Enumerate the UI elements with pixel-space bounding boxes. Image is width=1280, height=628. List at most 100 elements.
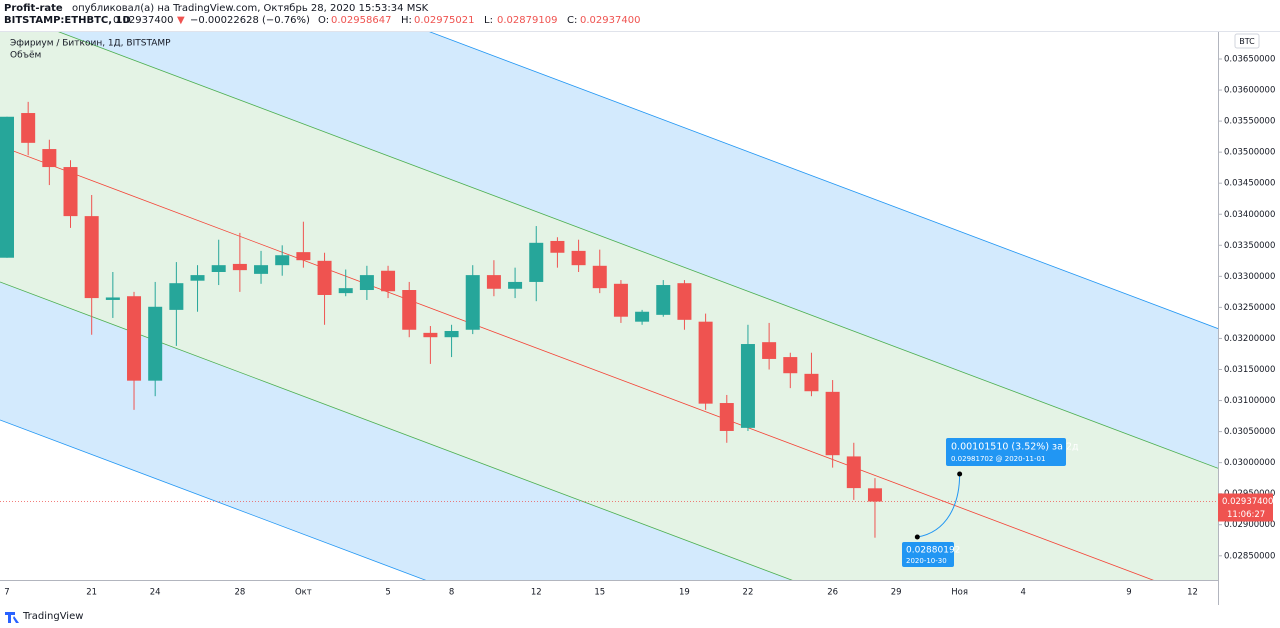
candle-body xyxy=(381,270,396,292)
last-price-box xyxy=(1218,493,1273,522)
y-tick-label: 0.02850000 xyxy=(1224,551,1275,561)
measure-start-date: 2020-10-30 xyxy=(906,557,947,565)
candle-body xyxy=(677,283,692,320)
y-tick-label: 0.03550000 xyxy=(1224,117,1275,127)
x-tick-label: 15 xyxy=(594,588,605,598)
y-tick-label: 0.03150000 xyxy=(1224,365,1275,375)
measure-box xyxy=(946,438,1066,466)
candle-body xyxy=(169,283,184,310)
measure-start-label: 0.02880192 xyxy=(906,546,960,556)
y-tick-label: 0.03450000 xyxy=(1224,179,1275,189)
countdown: 11:06:27 xyxy=(1227,510,1265,520)
logo xyxy=(5,612,19,623)
chart-title: Эфириум / Биткоин, 1Д, BITSTAMP xyxy=(10,39,171,49)
candle-body xyxy=(402,290,417,330)
change: −0.00022628 (−0.76%) xyxy=(190,15,310,26)
candle-body xyxy=(613,283,628,317)
candle-body xyxy=(635,311,650,322)
candle-body xyxy=(656,285,671,315)
candle-body xyxy=(867,488,882,502)
candle-body xyxy=(804,373,819,392)
channel-line xyxy=(0,419,427,580)
x-tick-label: 7 xyxy=(4,588,9,598)
regression-channel xyxy=(0,32,1218,580)
y-tick-label: 0.03600000 xyxy=(1224,86,1275,96)
y-tick-label: 0.03300000 xyxy=(1224,272,1275,282)
candle-body xyxy=(42,149,57,168)
ohlc-key: O: xyxy=(318,15,329,26)
candle-body xyxy=(317,260,332,295)
ohlc-key: L: xyxy=(484,15,493,26)
currency[interactable]: BTC xyxy=(1239,37,1255,46)
candle-body xyxy=(783,357,798,374)
candle-body xyxy=(63,167,78,217)
x-tick-label: 26 xyxy=(827,588,838,598)
candle-body xyxy=(762,342,777,359)
measure-end xyxy=(957,471,963,477)
y-tick-label: 0.03500000 xyxy=(1224,148,1275,158)
currency-box[interactable] xyxy=(1234,33,1260,49)
y-tick-label: 0.03200000 xyxy=(1224,334,1275,344)
candle-body xyxy=(825,391,840,456)
candle-body xyxy=(254,265,269,274)
y-tick-label: 0.03650000 xyxy=(1224,55,1275,65)
measure-arrow xyxy=(917,473,961,538)
candle-body xyxy=(444,330,459,338)
brand: TradingView xyxy=(22,611,83,622)
y-tick-label: 0.03350000 xyxy=(1224,241,1275,251)
channel-line xyxy=(0,145,1154,580)
published: опубликовал(а) на TradingView.com, Октяб… xyxy=(72,3,429,14)
y-tick-label: 0.03400000 xyxy=(1224,210,1275,220)
candle-body xyxy=(529,242,544,282)
candle-body xyxy=(486,275,501,289)
ohlc-key: H: xyxy=(401,15,412,26)
candle-body xyxy=(719,403,734,431)
candle-body xyxy=(359,275,374,291)
x-tick-label: 12 xyxy=(1187,588,1198,598)
measure-change: 0.00101510 (3.52%) за 2д xyxy=(951,442,1079,453)
measure-end-label: 0.02981702 @ 2020-11-01 xyxy=(951,455,1045,463)
channel-line xyxy=(0,281,793,580)
candle-body xyxy=(338,288,353,294)
candle-body xyxy=(0,116,14,258)
ohlc-value: 0.02958647 xyxy=(331,15,391,26)
measure-start-box xyxy=(902,542,954,567)
arrow: ▼ xyxy=(177,15,185,26)
channel-line xyxy=(429,32,1218,329)
candle-body xyxy=(127,296,142,381)
candle-body xyxy=(740,344,755,428)
measure-start xyxy=(914,534,920,540)
candle-body xyxy=(84,216,99,299)
x-tick-label: Окт xyxy=(295,588,312,598)
y-tick-label: 0.03050000 xyxy=(1224,427,1275,437)
candle-body xyxy=(296,252,311,261)
chart-subtitle: Объём xyxy=(10,51,41,61)
candle-body xyxy=(571,250,586,266)
x-tick-label: Ноя xyxy=(951,588,968,598)
candle-body xyxy=(698,321,713,404)
candle-body xyxy=(21,113,36,143)
candle-body xyxy=(423,332,438,338)
candle-body xyxy=(275,255,290,266)
candle-body xyxy=(846,456,861,489)
x-tick-label: 28 xyxy=(234,588,245,598)
x-tick-label: 5 xyxy=(385,588,390,598)
ohlc-value: 0.02879109 xyxy=(497,15,557,26)
channel-line xyxy=(58,32,1218,469)
ohlc-key: C: xyxy=(567,15,577,26)
symbol: BITSTAMP:ETHBTC, 1D xyxy=(4,15,131,26)
x-tick-label: 12 xyxy=(531,588,542,598)
x-tick-label: 29 xyxy=(891,588,902,598)
ohlc-value: 0.02975021 xyxy=(414,15,474,26)
x-tick-label: 24 xyxy=(150,588,161,598)
candle-body xyxy=(592,265,607,289)
y-tick-label: 0.03100000 xyxy=(1224,396,1275,406)
x-tick-label: 22 xyxy=(743,588,754,598)
author: Profit-rate xyxy=(4,3,63,14)
ohlc-value: 0.02937400 xyxy=(580,15,640,26)
x-tick-label: 21 xyxy=(86,588,97,598)
x-tick-label: 4 xyxy=(1020,588,1025,598)
x-tick-label: 8 xyxy=(449,588,454,598)
y-tick-label: 0.03000000 xyxy=(1224,458,1275,468)
